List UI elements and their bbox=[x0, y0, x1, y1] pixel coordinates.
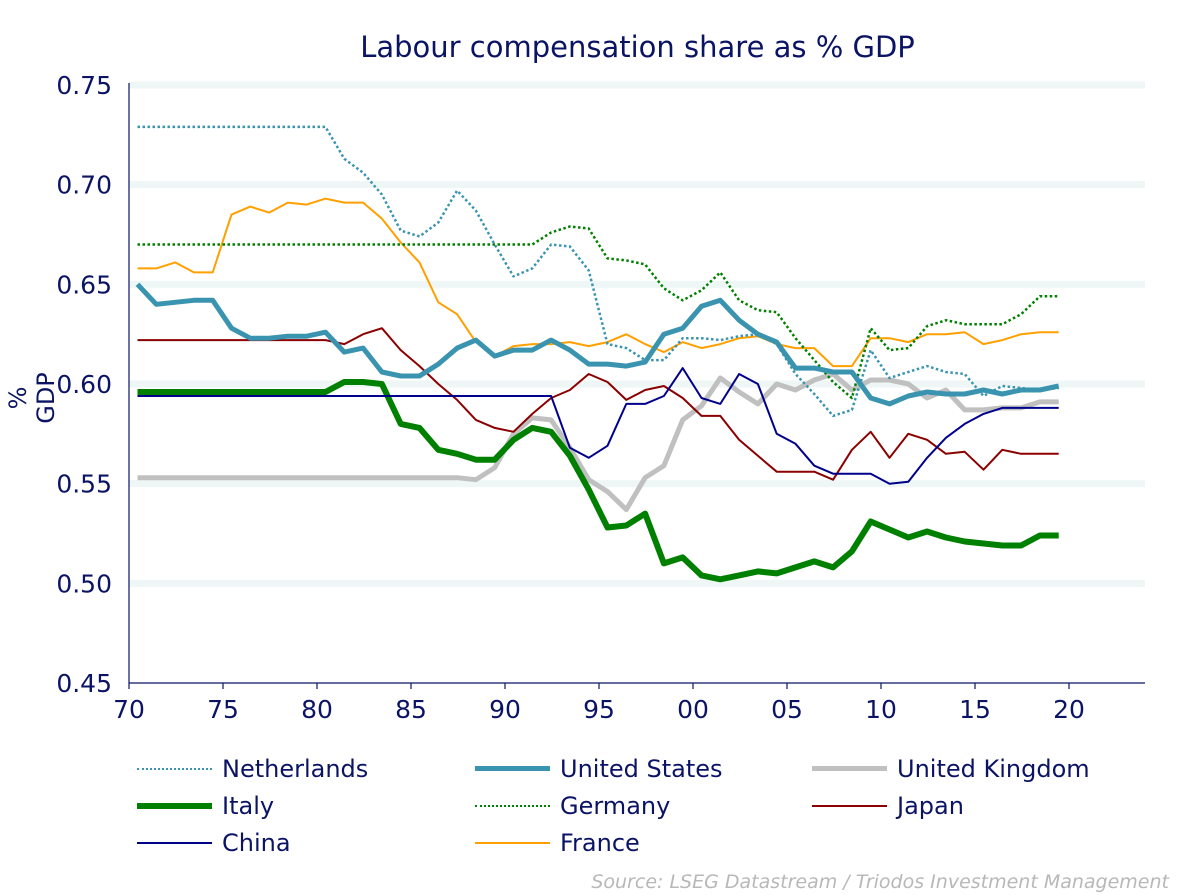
y-tick-label: 0.60 bbox=[56, 370, 112, 399]
legend-swatch bbox=[137, 767, 212, 770]
x-tick-label: 80 bbox=[301, 695, 333, 724]
x-tick-label: 15 bbox=[959, 695, 991, 724]
y-tick-label: 0.75 bbox=[56, 71, 112, 100]
series-line-united-states bbox=[135, 282, 1060, 407]
legend: Netherlands United States United Kingdom It… bbox=[137, 752, 1157, 859]
legend-swatch bbox=[475, 804, 550, 807]
legend-label: Germany bbox=[560, 791, 671, 820]
legend-label: Italy bbox=[222, 791, 275, 820]
series-line-france bbox=[137, 197, 1059, 368]
gridlines bbox=[129, 81, 1145, 587]
legend-item-netherlands: Netherlands bbox=[137, 752, 475, 785]
legend-item-france: France bbox=[475, 826, 812, 859]
x-tick-label: 85 bbox=[395, 695, 427, 724]
y-tick-label: 0.55 bbox=[56, 470, 112, 499]
chart-title: Labour compensation share as % GDP bbox=[360, 30, 915, 64]
x-tick-label: 05 bbox=[771, 695, 803, 724]
series-line-china bbox=[137, 367, 1059, 485]
legend-label: Netherlands bbox=[222, 754, 369, 783]
legend-swatch bbox=[475, 841, 550, 844]
legend-item-italy: Italy bbox=[137, 789, 475, 822]
y-tick-label: 0.45 bbox=[56, 669, 112, 698]
x-tick-label: 10 bbox=[865, 695, 897, 724]
legend-swatch bbox=[475, 766, 550, 771]
series-line-germany bbox=[137, 225, 1059, 400]
legend-item-united-states: United States bbox=[475, 752, 812, 785]
legend-item-china: China bbox=[137, 826, 475, 859]
legend-label: China bbox=[222, 828, 291, 857]
legend-label: United States bbox=[560, 754, 723, 783]
y-tick-label: 0.70 bbox=[56, 171, 112, 200]
series-line-netherlands bbox=[137, 125, 1059, 418]
y-tick-label: 0.50 bbox=[56, 569, 112, 598]
legend-label: Japan bbox=[897, 791, 964, 820]
legend-item-united-kingdom: United Kingdom bbox=[812, 752, 1152, 785]
legend-swatch bbox=[137, 841, 212, 844]
legend-swatch bbox=[812, 804, 887, 807]
legend-swatch bbox=[137, 802, 212, 809]
legend-label: France bbox=[560, 828, 640, 857]
x-tick-label: 90 bbox=[489, 695, 521, 724]
legend-swatch bbox=[812, 766, 887, 771]
x-tick-label: 20 bbox=[1053, 695, 1085, 724]
legend-item-germany: Germany bbox=[475, 789, 812, 822]
legend-item-japan: Japan bbox=[812, 789, 1152, 822]
y-axis-label: % GDP bbox=[4, 372, 60, 424]
x-tick-label: 75 bbox=[207, 695, 239, 724]
axes: 0.45 0.50 0.55 0.60 0.65 0.70 0.75 70 75 80 85 90 95… bbox=[56, 71, 1145, 724]
x-tick-label: 00 bbox=[677, 695, 709, 724]
source-note: Source: LSEG Datastream / Triodos Invest… bbox=[591, 871, 1169, 893]
series-line-italy bbox=[137, 379, 1059, 583]
y-tick-label: 0.65 bbox=[56, 270, 112, 299]
x-tick-label: 95 bbox=[583, 695, 615, 724]
series-lines bbox=[135, 125, 1060, 583]
legend-label: United Kingdom bbox=[897, 754, 1090, 783]
x-tick-label: 70 bbox=[113, 695, 145, 724]
series-line-japan bbox=[137, 327, 1059, 481]
series-line-united-kingdom bbox=[137, 371, 1059, 513]
